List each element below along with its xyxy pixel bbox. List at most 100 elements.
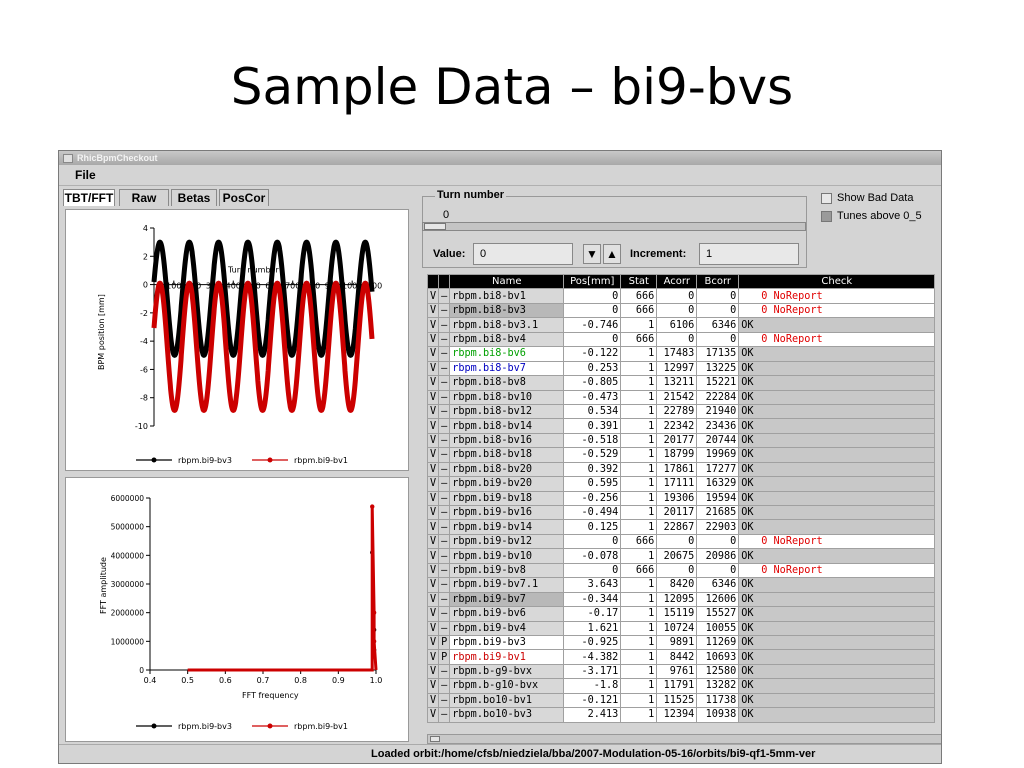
value-input[interactable]: 0	[473, 243, 573, 265]
table-row[interactable]: V – rbpm.bi8-bv1 0 666 0 0 0 NoReport	[426, 288, 936, 304]
tab-betas[interactable]: Betas	[171, 189, 217, 206]
tab-tbt-fft[interactable]: TBT/FFT	[63, 189, 115, 206]
row-v-flag: V	[426, 591, 440, 608]
row-v-flag: V	[426, 288, 440, 304]
table-row[interactable]: V – rbpm.bi8-bv12 0.534 1 22789 21940 OK	[426, 403, 936, 420]
increment-input[interactable]: 1	[699, 243, 799, 265]
table-row[interactable]: V – rbpm.bi9-bv14 0.125 1 22867 22903 OK	[426, 519, 936, 535]
tab-poscor[interactable]: PosCor	[219, 189, 269, 206]
arrow-up-icon: ▲	[606, 247, 618, 261]
row-stat: 1	[620, 692, 658, 709]
table-row[interactable]: V – rbpm.bi8-bv20 0.392 1 17861 17277 OK	[426, 461, 936, 478]
row-acorr: 11525	[656, 692, 698, 709]
table-row[interactable]: V – rbpm.bi9-bv6 -0.17 1 15119 15527 OK	[426, 606, 936, 622]
row-check: OK	[738, 663, 936, 680]
header-d[interactable]	[438, 273, 451, 290]
row-name: rbpm.b-g9-bvx	[449, 663, 565, 680]
row-check: OK	[738, 504, 936, 521]
table-row[interactable]: V – rbpm.bi8-bv7 0.253 1 12997 13225 OK	[426, 360, 936, 377]
table-row[interactable]: V – rbpm.bo10-bv1 -0.121 1 11525 11738 OK	[426, 692, 936, 709]
row-bcorr: 21940	[696, 403, 740, 420]
window-titlebar[interactable]: RhicBpmCheckout	[59, 151, 941, 165]
turn-slider-thumb[interactable]	[424, 223, 446, 230]
table-row[interactable]: V – rbpm.bi8-bv18 -0.529 1 18799 19969 OK	[426, 447, 936, 463]
header-v[interactable]	[426, 273, 440, 290]
table-row[interactable]: V – rbpm.bi8-bv10 -0.473 1 21542 22284 OK	[426, 389, 936, 405]
table-row[interactable]: V – rbpm.bi8-bv14 0.391 1 22342 23436 OK	[426, 418, 936, 434]
fft-point-2	[370, 504, 375, 509]
row-d-flag: –	[438, 302, 451, 319]
tunes-above-label: Tunes above 0_5	[837, 210, 922, 222]
y-tick-label: 2000000	[111, 609, 145, 618]
header-name[interactable]: Name	[449, 273, 565, 290]
table-row[interactable]: V – rbpm.bi9-bv10 -0.078 1 20675 20986 OK	[426, 548, 936, 564]
header-stat[interactable]: Stat	[620, 273, 658, 290]
table-row[interactable]: V – rbpm.bo10-bv3 2.413 1 12394 10938 OK	[426, 707, 936, 723]
table-row[interactable]: V – rbpm.b-g10-bvx -1.8 1 11791 13282 OK	[426, 678, 936, 694]
x-tick-label: 0.9	[332, 676, 345, 685]
row-name: rbpm.bi8-bv7	[449, 360, 565, 377]
header-check[interactable]: Check	[738, 273, 936, 290]
row-name: rbpm.bo10-bv3	[449, 707, 565, 723]
tunes-above-checkbox[interactable]: Tunes above 0_5	[821, 210, 922, 222]
row-check: OK	[738, 591, 936, 608]
x-tick-label: 0.4	[144, 676, 157, 685]
row-stat: 1	[620, 519, 658, 535]
row-bcorr: 13225	[696, 360, 740, 377]
table-row[interactable]: V – rbpm.bi9-bv4 1.621 1 10724 10055 OK	[426, 620, 936, 636]
row-pos: 0	[563, 331, 622, 348]
header-acorr[interactable]: Acorr	[656, 273, 698, 290]
header-pos[interactable]: Pos[mm]	[563, 273, 622, 290]
show-bad-data-checkbox[interactable]: Show Bad Data	[821, 192, 913, 204]
row-name: rbpm.bi8-bv8	[449, 375, 565, 391]
table-horizontal-scrollbar[interactable]	[427, 734, 941, 744]
row-check: 0 NoReport	[738, 562, 936, 579]
table-row[interactable]: V – rbpm.bi8-bv3 0 666 0 0 0 NoReport	[426, 302, 936, 319]
row-pos: -3.171	[563, 663, 622, 680]
row-v-flag: V	[426, 331, 440, 348]
table-row[interactable]: V – rbpm.bi8-bv16 -0.518 1 20177 20744 OK	[426, 432, 936, 449]
table-row[interactable]: V – rbpm.bi9-bv18 -0.256 1 19306 19594 OK	[426, 490, 936, 507]
row-bcorr: 22284	[696, 389, 740, 405]
y-tick-label: -6	[140, 365, 148, 374]
row-acorr: 12095	[656, 591, 698, 608]
row-v-flag: V	[426, 317, 440, 333]
table-row[interactable]: V – rbpm.bi8-bv3.1 -0.746 1 6106 6346 OK	[426, 317, 936, 333]
table-row[interactable]: V – rbpm.bi9-bv7 -0.344 1 12095 12606 OK	[426, 591, 936, 608]
row-check: OK	[738, 403, 936, 420]
tbt-legend-label-1: rbpm.bi9-bv3	[178, 456, 232, 465]
checkbox-box[interactable]	[821, 210, 832, 222]
row-name: rbpm.b-g10-bvx	[449, 678, 565, 694]
row-acorr: 12394	[656, 707, 698, 723]
table-row[interactable]: V – rbpm.bi8-bv8 -0.805 1 13211 15221 OK	[426, 375, 936, 391]
table-row[interactable]: V – rbpm.bi9-bv12 0 666 0 0 0 NoReport	[426, 533, 936, 550]
row-acorr: 10724	[656, 620, 698, 636]
table-row[interactable]: V – rbpm.bi9-bv8 0 666 0 0 0 NoReport	[426, 562, 936, 579]
row-acorr: 6106	[656, 317, 698, 333]
row-pos: -0.746	[563, 317, 622, 333]
table-row[interactable]: V – rbpm.bi8-bv4 0 666 0 0 0 NoReport	[426, 331, 936, 348]
window-menu-icon[interactable]	[63, 154, 73, 163]
table-row[interactable]: V – rbpm.bi8-bv6 -0.122 1 17483 17135 OK	[426, 346, 936, 362]
scrollbar-thumb[interactable]	[430, 736, 440, 742]
tab-raw[interactable]: Raw	[119, 189, 169, 206]
table-row[interactable]: V – rbpm.bi9-bv7.1 3.643 1 8420 6346 OK	[426, 577, 936, 593]
row-check: OK	[738, 490, 936, 507]
row-pos: 0.595	[563, 476, 622, 492]
decrement-button[interactable]: ▼	[583, 244, 601, 264]
row-check: 0 NoReport	[738, 302, 936, 319]
checkbox-box[interactable]	[821, 192, 832, 204]
row-name: rbpm.bi9-bv14	[449, 519, 565, 535]
menu-file[interactable]: File	[75, 168, 96, 182]
table-row[interactable]: V – rbpm.bi9-bv16 -0.494 1 20117 21685 OK	[426, 504, 936, 521]
row-name: rbpm.bi9-bv7.1	[449, 577, 565, 593]
header-bcorr[interactable]: Bcorr	[696, 273, 740, 290]
turn-slider-track[interactable]	[422, 222, 806, 231]
increment-button[interactable]: ▲	[603, 244, 621, 264]
tbt-plot-panel: 4 2 0 -2 -4 -6 -8 -10 100 200 300 400 500 600 700 800 90…	[65, 209, 409, 471]
table-row[interactable]: V – rbpm.bi9-bv20 0.595 1 17111 16329 OK	[426, 476, 936, 492]
table-row[interactable]: V – rbpm.b-g9-bvx -3.171 1 9761 12580 OK	[426, 663, 936, 680]
row-stat: 1	[620, 360, 658, 377]
